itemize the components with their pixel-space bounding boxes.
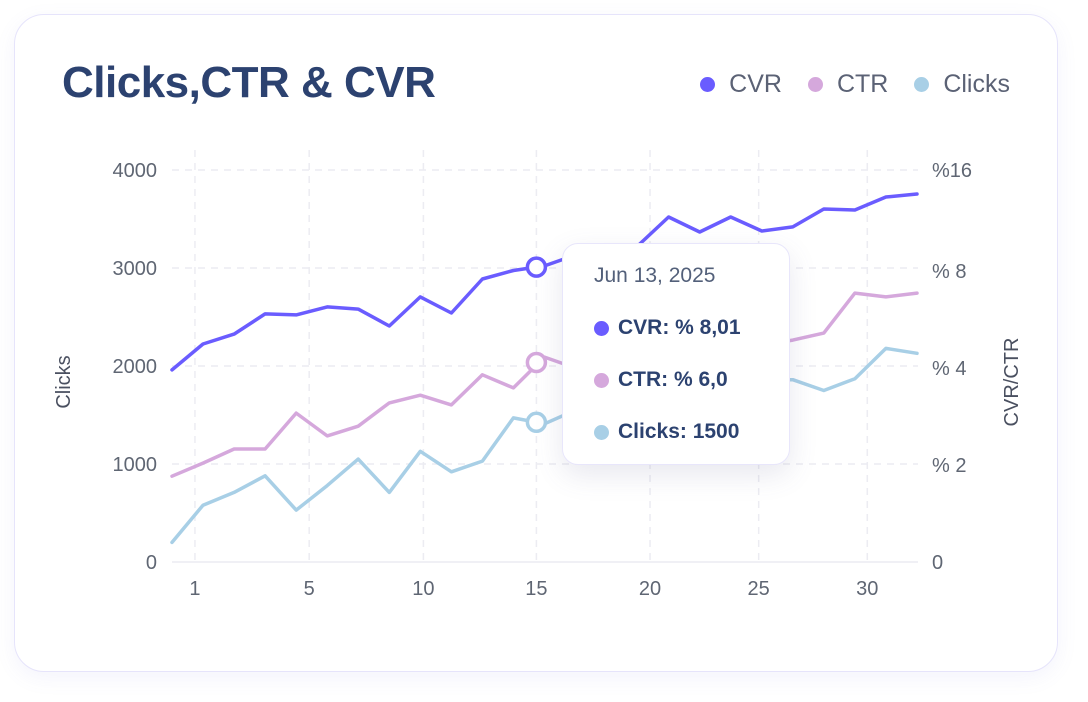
tooltip-row-clicks: Clicks: 1500 xyxy=(594,420,739,444)
tooltip-row-ctr: CTR: % 6,0 xyxy=(594,368,728,392)
legend-item-cvr[interactable]: CVR xyxy=(700,70,782,99)
y-tick-label: 0 xyxy=(146,552,157,574)
y2-tick-label: % 8 xyxy=(932,261,966,283)
ctr-dot-icon xyxy=(807,77,823,92)
cvr-dot-icon xyxy=(700,77,716,92)
tooltip-date: Jun 13, 2025 xyxy=(594,264,716,287)
legend-label-ctr: CTR xyxy=(836,70,889,98)
highlight-point-cvr xyxy=(525,256,548,278)
tooltip-clicks-value: Clicks: 1500 xyxy=(618,420,740,443)
x-tick-label: 20 xyxy=(639,578,661,600)
clicks-dot-icon xyxy=(914,77,930,92)
x-tick-label: 30 xyxy=(856,578,878,600)
series-line-cvr xyxy=(170,192,919,372)
series-line-clicks xyxy=(170,346,919,545)
legend-label-clicks: Clicks xyxy=(943,70,1010,98)
y2-tick-label: % 2 xyxy=(932,455,966,477)
y2-tick-label: 0 xyxy=(932,552,943,574)
x-tick-label: 5 xyxy=(304,578,315,600)
x-tick-label: 15 xyxy=(525,578,547,600)
y2-tick-label: %16 xyxy=(932,160,972,182)
x-tick-label: 10 xyxy=(412,578,434,600)
tooltip-cvr-value: CVR: % 8,01 xyxy=(618,316,741,339)
chart-title: Clicks,CTR & CVR xyxy=(62,58,436,107)
ctr-dot-icon xyxy=(594,372,609,388)
highlight-point-clicks xyxy=(525,411,548,434)
legend-item-clicks[interactable]: Clicks xyxy=(914,70,1010,99)
legend-item-ctr[interactable]: CTR xyxy=(807,70,889,99)
clicks-dot-icon xyxy=(594,424,609,440)
tooltip: Jun 13, 2025 CVR: % 8,01 CTR: % 6,0 Clic… xyxy=(562,243,790,465)
y-tick-label: 3000 xyxy=(113,258,158,280)
x-tick-label: 25 xyxy=(748,578,770,600)
y-tick-label: 1000 xyxy=(113,454,158,476)
tooltip-ctr-value: CTR: % 6,0 xyxy=(618,368,728,391)
y2-tick-label: % 4 xyxy=(932,358,966,380)
legend-label-cvr: CVR xyxy=(729,70,782,98)
x-tick-label: 1 xyxy=(189,578,200,600)
y2-axis-title: CVR/CTR xyxy=(1001,338,1023,427)
legend: CVR CTR Clicks xyxy=(700,70,1010,99)
cvr-dot-icon xyxy=(594,320,609,336)
y-axis-title: Clicks xyxy=(53,355,75,408)
highlight-point-ctr xyxy=(525,351,548,374)
y-tick-label: 2000 xyxy=(113,356,158,378)
y-tick-label: 4000 xyxy=(113,160,158,182)
tooltip-row-cvr: CVR: % 8,01 xyxy=(594,316,741,340)
